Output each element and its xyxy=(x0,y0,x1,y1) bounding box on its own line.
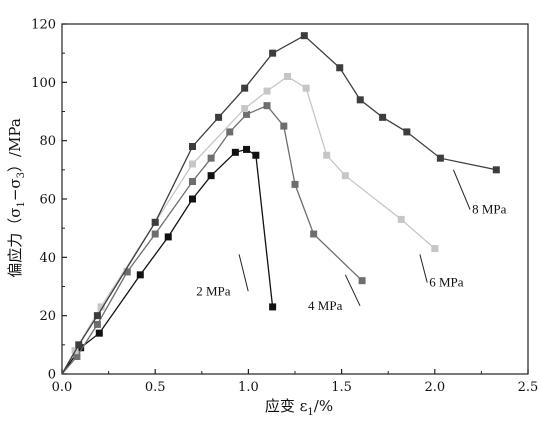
data-point xyxy=(341,172,349,180)
data-point xyxy=(284,73,292,80)
series-2-mpa xyxy=(61,145,277,375)
x-tick-label: 0.0 xyxy=(52,380,73,395)
data-point xyxy=(241,84,249,92)
series-layer xyxy=(61,32,500,375)
data-point xyxy=(188,160,196,168)
series-line xyxy=(61,75,436,375)
data-point xyxy=(379,113,387,121)
data-point xyxy=(356,96,364,104)
data-point xyxy=(164,233,172,241)
data-point xyxy=(263,102,271,110)
y-tick-label: 60 xyxy=(39,193,56,208)
data-point xyxy=(358,277,366,285)
data-point xyxy=(188,143,196,150)
data-point xyxy=(269,49,277,57)
series-label-leader xyxy=(452,169,471,210)
data-point xyxy=(93,320,101,328)
data-point xyxy=(97,303,105,311)
data-point xyxy=(151,230,159,238)
data-point xyxy=(93,312,101,320)
y-axis-ticks: 0 20 40 60 80 100 120 xyxy=(31,18,67,383)
data-point xyxy=(431,245,439,253)
y-tick-label: 20 xyxy=(39,309,56,324)
data-point xyxy=(207,154,215,162)
y-tick-label: 0 xyxy=(48,368,56,383)
data-point xyxy=(436,154,444,162)
y-tick-label: 80 xyxy=(39,134,56,149)
series-label-leader xyxy=(238,254,249,292)
data-point xyxy=(310,230,318,238)
y-tick-label: 100 xyxy=(31,76,56,91)
data-point xyxy=(397,215,405,223)
data-point xyxy=(269,303,277,311)
series-labels: 2 MPa 4 MPa 6 MPa 8 MPa xyxy=(196,169,507,313)
data-point xyxy=(188,195,196,203)
data-point xyxy=(75,341,83,349)
data-point xyxy=(336,64,344,72)
data-point xyxy=(280,122,288,130)
series-label-leader xyxy=(419,254,428,283)
x-tick-label: 1.5 xyxy=(331,380,352,395)
series-label: 4 MPa xyxy=(308,298,343,313)
data-point xyxy=(95,329,103,337)
series-8-mpa xyxy=(61,32,500,375)
data-point xyxy=(188,178,196,185)
data-point xyxy=(226,128,234,136)
data-point xyxy=(252,151,260,159)
series-label-leader xyxy=(344,274,361,307)
x-tick-label: 2.0 xyxy=(424,380,445,395)
data-point xyxy=(136,271,144,279)
data-point xyxy=(403,128,411,136)
y-axis-title: 偏应力（σ1−σ3）/MPa xyxy=(6,118,27,278)
data-point xyxy=(323,151,331,159)
data-point xyxy=(302,84,310,92)
data-point xyxy=(123,268,131,276)
data-point xyxy=(291,180,299,188)
plot-border xyxy=(61,23,529,375)
x-tick-label: 1.0 xyxy=(238,380,259,395)
data-point xyxy=(300,32,308,40)
x-axis-ticks: 0.0 0.5 1.0 1.5 2.0 2.5 xyxy=(52,369,539,395)
data-point xyxy=(231,148,239,156)
data-point xyxy=(243,110,251,118)
y-tick-label: 120 xyxy=(31,18,56,33)
plot-frame xyxy=(61,23,529,375)
series-line xyxy=(61,104,363,375)
data-point xyxy=(73,353,81,360)
series-line xyxy=(61,34,497,375)
x-axis-title: 应变 ε1/% xyxy=(265,397,333,418)
x-tick-label: 2.5 xyxy=(518,380,539,395)
data-point xyxy=(215,113,223,121)
data-point xyxy=(492,166,500,174)
series-label: 6 MPa xyxy=(429,275,464,290)
data-point xyxy=(243,145,251,153)
data-point xyxy=(207,172,215,180)
data-point xyxy=(263,87,271,95)
x-tick-label: 0.5 xyxy=(145,380,166,395)
data-point xyxy=(241,105,249,113)
series-label: 8 MPa xyxy=(472,202,507,217)
data-point xyxy=(151,218,159,226)
series-4-mpa xyxy=(61,102,366,375)
series-label: 2 MPa xyxy=(196,283,231,298)
y-tick-label: 40 xyxy=(39,251,56,266)
